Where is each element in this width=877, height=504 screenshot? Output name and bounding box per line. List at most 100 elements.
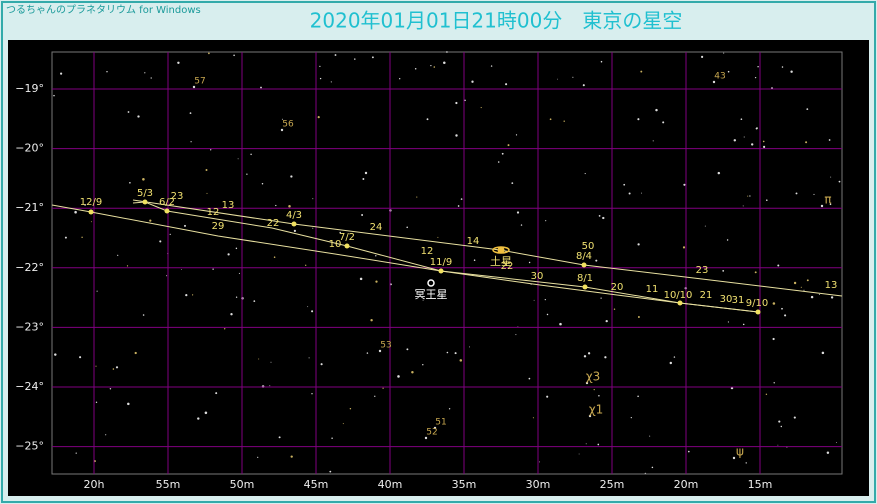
background-star	[127, 402, 130, 406]
background-star	[144, 72, 146, 74]
background-star	[230, 313, 233, 316]
date-label: 12	[421, 246, 434, 257]
background-star	[204, 411, 208, 415]
background-star	[830, 296, 834, 299]
background-star	[374, 395, 376, 397]
background-star	[81, 236, 83, 239]
background-star	[290, 175, 293, 178]
star-label: π	[824, 193, 831, 207]
date-label: 6/2	[159, 197, 175, 208]
background-star	[544, 299, 546, 301]
date-label: 9/10	[746, 298, 768, 309]
background-star	[546, 313, 549, 316]
background-star	[371, 56, 374, 59]
background-star	[270, 361, 272, 363]
ra-label: 35m	[452, 478, 477, 491]
background-star	[637, 395, 639, 398]
background-star	[223, 328, 226, 330]
date-label: 4/3	[286, 210, 302, 221]
background-star	[319, 65, 321, 68]
background-star	[149, 219, 152, 222]
background-star	[613, 308, 616, 310]
background-star	[142, 314, 145, 316]
background-star	[312, 227, 314, 229]
background-star	[793, 416, 796, 419]
background-star	[469, 346, 470, 348]
background-star	[215, 392, 218, 395]
labeled-star	[820, 204, 824, 208]
background-star	[813, 193, 815, 195]
date-label: 31	[732, 295, 745, 306]
background-star	[414, 67, 417, 70]
background-star	[150, 77, 152, 79]
background-star	[515, 334, 517, 336]
background-star	[455, 101, 458, 105]
background-star	[777, 444, 779, 446]
background-star	[539, 461, 541, 463]
background-star	[183, 224, 187, 227]
labeled-star	[280, 128, 284, 132]
background-star	[433, 66, 436, 68]
star-label: χ3	[586, 370, 601, 384]
background-star	[305, 264, 307, 266]
background-star	[505, 83, 508, 86]
background-star	[756, 127, 758, 129]
background-star	[520, 224, 523, 226]
background-star	[115, 366, 119, 369]
background-star	[795, 192, 798, 195]
labeled-star	[378, 349, 382, 353]
date-label: 29	[212, 221, 225, 232]
date-label: 5/3	[137, 188, 153, 199]
background-star	[818, 293, 820, 295]
background-star	[454, 352, 457, 355]
app-label: つるちゃんのプラネタリウム for Windows	[6, 4, 201, 16]
path-dot	[755, 309, 761, 315]
background-star	[370, 319, 373, 322]
background-star	[397, 375, 400, 378]
background-star	[233, 54, 235, 57]
ra-label: 15m	[748, 478, 773, 491]
path-dot	[344, 243, 350, 249]
background-star	[800, 286, 802, 288]
path-dot	[581, 262, 587, 268]
background-star	[190, 141, 192, 143]
background-star	[584, 173, 586, 175]
background-star	[106, 71, 108, 73]
path-dot	[164, 208, 170, 214]
background-star	[605, 319, 608, 323]
background-star	[320, 363, 323, 366]
background-star	[828, 139, 831, 141]
background-star	[205, 169, 208, 171]
background-star	[317, 116, 320, 119]
background-star	[342, 423, 344, 425]
labeled-star	[192, 85, 196, 89]
path-dot	[438, 268, 444, 274]
background-star	[54, 353, 57, 356]
ra-label: 45m	[304, 478, 329, 491]
background-star	[549, 118, 552, 121]
background-star	[546, 395, 549, 398]
labeled-star	[585, 381, 589, 385]
background-star	[53, 94, 55, 97]
background-star	[416, 196, 418, 198]
background-star	[105, 434, 107, 436]
path-dot	[88, 209, 94, 215]
background-star	[751, 143, 754, 146]
date-label: 8/4	[576, 251, 592, 262]
background-star	[765, 393, 768, 395]
background-star	[112, 368, 115, 370]
background-star	[781, 307, 783, 310]
star-label: 56	[282, 120, 294, 130]
background-star	[637, 118, 640, 121]
background-star	[662, 121, 665, 124]
background-star	[740, 118, 743, 121]
background-star	[655, 108, 658, 112]
background-star	[773, 382, 775, 384]
background-star	[446, 351, 449, 354]
background-star	[528, 377, 531, 380]
background-star	[443, 61, 446, 65]
background-star	[126, 265, 129, 267]
background-star	[745, 462, 747, 464]
dec-label: −22°	[15, 261, 44, 274]
